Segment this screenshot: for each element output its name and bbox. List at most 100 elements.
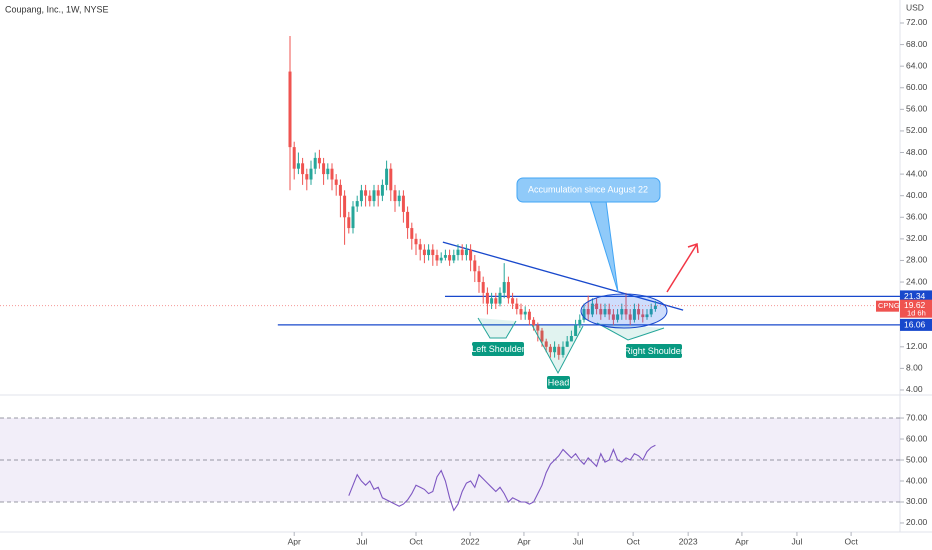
annotation: Head <box>548 377 570 387</box>
y-tick-label: 64.00 <box>906 60 928 70</box>
candle-body <box>330 168 334 180</box>
candle-body <box>578 319 582 326</box>
candle-body <box>376 190 380 196</box>
candle-body <box>389 168 393 191</box>
candle-body <box>309 168 313 180</box>
candle-body <box>490 298 494 304</box>
level-tag <box>900 318 932 331</box>
y-tick-label: 24.00 <box>906 276 928 286</box>
candle-body <box>548 346 552 353</box>
x-tick-label: Apr <box>735 536 748 546</box>
candle-body <box>498 292 502 304</box>
candle-body <box>364 190 368 196</box>
currency: USD <box>906 2 924 12</box>
candle-body <box>317 157 321 164</box>
candle-body <box>519 309 523 315</box>
candle-body <box>427 249 431 256</box>
candle-body <box>616 314 620 320</box>
candle-body <box>649 309 653 315</box>
candle-body <box>410 228 414 239</box>
candle-body <box>540 330 544 342</box>
candle-body <box>536 325 540 331</box>
y-tick-label: 72.00 <box>906 17 928 27</box>
level-tag-label: 21.34 <box>904 291 926 301</box>
arrow-head <box>687 242 699 254</box>
candle-body <box>561 346 565 355</box>
candle-body <box>611 314 615 320</box>
annotation: Accumulation since August 22 <box>528 184 648 194</box>
x-tick-label: 2023 <box>679 536 698 546</box>
candle-body <box>574 325 578 337</box>
candle-body <box>464 249 468 256</box>
candle-body <box>452 255 456 261</box>
candle-body <box>418 244 422 250</box>
candle-body <box>448 255 452 261</box>
label-box <box>547 376 570 389</box>
candle-body <box>485 292 489 304</box>
candle-body <box>343 195 347 218</box>
candle-body <box>586 309 590 315</box>
trendline <box>442 241 684 311</box>
candle-body <box>313 157 317 169</box>
y-tick-label: 70.00 <box>906 412 928 422</box>
candle-body <box>645 314 649 318</box>
candle-body <box>406 211 410 229</box>
candle-body <box>296 163 300 169</box>
candle-body <box>532 319 536 326</box>
candle-body <box>414 238 418 245</box>
y-tick-label: 68.00 <box>906 39 928 49</box>
y-tick-label: 48.00 <box>906 147 928 157</box>
candle-body <box>431 249 435 256</box>
candle-body <box>334 179 338 185</box>
candle-body <box>326 168 330 175</box>
price-tag <box>900 299 932 318</box>
candle-body <box>515 303 519 310</box>
chart-title: Coupang, Inc., 1W, NYSE <box>5 4 109 14</box>
candle-body <box>443 255 447 258</box>
x-tick-label: Oct <box>844 536 858 546</box>
candle-body <box>305 174 309 180</box>
y-tick-label: 8.00 <box>906 363 923 373</box>
y-tick-label: 20.00 <box>906 517 928 527</box>
price-tag-label: 19.62 <box>904 300 926 310</box>
candle-body <box>620 309 624 315</box>
candle-body <box>637 309 641 315</box>
y-tick-label: 60.00 <box>906 433 928 443</box>
y-tick-label: 60.00 <box>906 82 928 92</box>
symbol-tag <box>876 300 899 312</box>
candle-body <box>292 147 296 169</box>
candle-body <box>456 249 460 256</box>
y-tick-label: 50.00 <box>906 454 928 464</box>
candle-body <box>624 309 628 315</box>
candle-body <box>380 184 384 196</box>
candle-body <box>372 190 376 202</box>
y-tick-label: 56.00 <box>906 104 928 114</box>
candle-body <box>355 201 359 207</box>
candle-body <box>511 298 515 304</box>
x-tick-label: 2022 <box>461 536 480 546</box>
candle-body <box>599 309 603 315</box>
candle-body <box>506 282 510 299</box>
candle-body <box>393 190 397 202</box>
candle-body <box>641 314 645 318</box>
candle-body <box>628 314 632 320</box>
candle-body <box>595 303 599 310</box>
candle-body <box>469 249 473 261</box>
y-tick-label: 12.00 <box>906 341 928 351</box>
candle-body <box>553 346 557 353</box>
candle-body <box>288 71 292 148</box>
symbol-label: CPNG <box>878 301 900 310</box>
y-tick-label: 44.00 <box>906 168 928 178</box>
x-tick-label: Apr <box>517 536 530 546</box>
x-tick-label: Jul <box>573 536 584 546</box>
y-tick-label: 40.00 <box>906 190 928 200</box>
candle-body <box>481 282 485 293</box>
y-tick-label: 40.00 <box>906 475 928 485</box>
candle-body <box>557 346 561 355</box>
candle-body <box>347 217 351 229</box>
candle-body <box>368 195 372 202</box>
candle-body <box>322 163 326 175</box>
candle-body <box>494 298 498 304</box>
candle-body <box>565 341 569 347</box>
